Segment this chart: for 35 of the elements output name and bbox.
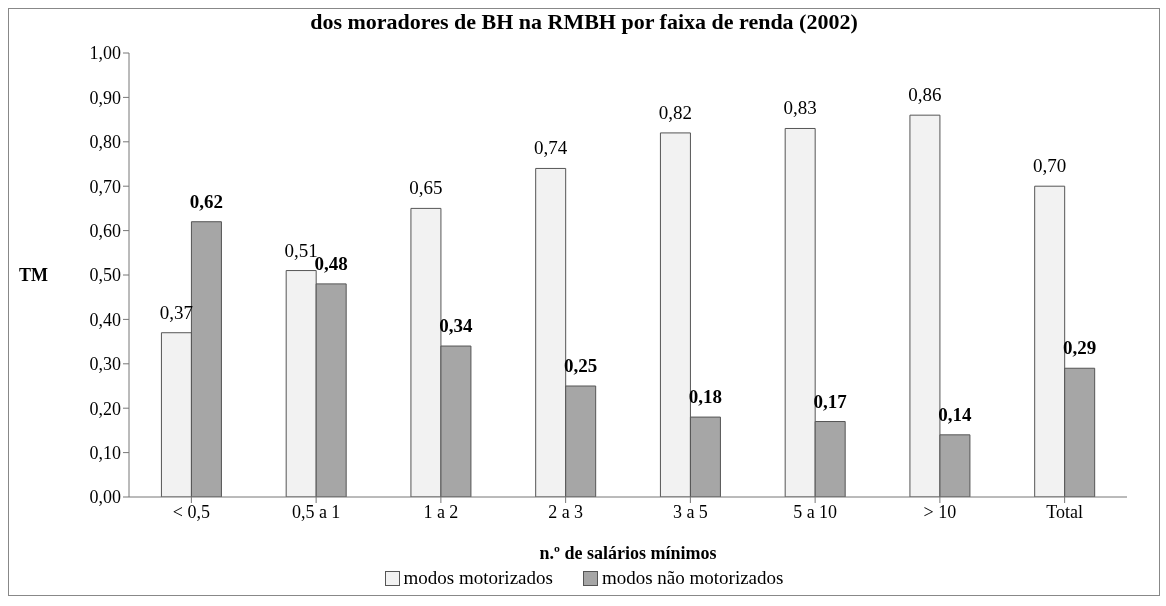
data-label: 0,74 <box>534 137 568 159</box>
x-tick-label: < 0,5 <box>172 501 210 522</box>
chart-title: dos moradores de BH na RMBH por faixa de renda (2002) <box>309 9 859 36</box>
y-tick-label: 0,70 <box>89 176 121 197</box>
y-axis-title: TM <box>19 265 49 286</box>
x-tick-label: > 10 <box>923 501 957 522</box>
data-label: 0,65 <box>409 177 443 199</box>
y-tick-label: 0,50 <box>89 265 121 286</box>
y-tick-label: 0,20 <box>89 398 121 419</box>
y-tick-label: 0,00 <box>89 487 121 508</box>
y-tick-label: 0,90 <box>89 87 121 108</box>
y-tick-label: 0,40 <box>89 309 121 330</box>
data-label: 0,17 <box>813 390 848 412</box>
y-tick-label: 1,00 <box>89 43 121 64</box>
data-label: 0,86 <box>908 84 942 106</box>
data-label: 0,48 <box>314 252 348 274</box>
x-tick-label: 0,5 a 1 <box>291 501 341 522</box>
legend-label: modos motorizados <box>403 567 553 589</box>
y-tick-label: 0,80 <box>89 132 121 153</box>
x-tick-label: 1 a 2 <box>423 501 459 522</box>
x-tick-label: Total <box>1046 501 1083 522</box>
data-label: 0,34 <box>439 315 474 337</box>
x-tick-label: 2 a 3 <box>548 501 584 522</box>
x-tick-label: 3 a 5 <box>672 501 708 522</box>
data-label: 0,82 <box>658 101 693 123</box>
data-label: 0,83 <box>783 97 817 119</box>
data-label: 0,14 <box>938 403 973 425</box>
x-tick-label: 5 a 10 <box>793 501 838 522</box>
x-axis-title: n.º de salários mínimos <box>539 543 717 563</box>
legend-label: modos não motorizados <box>601 567 784 589</box>
y-tick-label: 0,60 <box>89 220 121 241</box>
data-label: 0,70 <box>1033 155 1067 177</box>
y-tick-label: 0,30 <box>89 354 121 375</box>
y-tick-label: 0,10 <box>89 442 121 463</box>
data-label: 0,62 <box>189 190 224 212</box>
